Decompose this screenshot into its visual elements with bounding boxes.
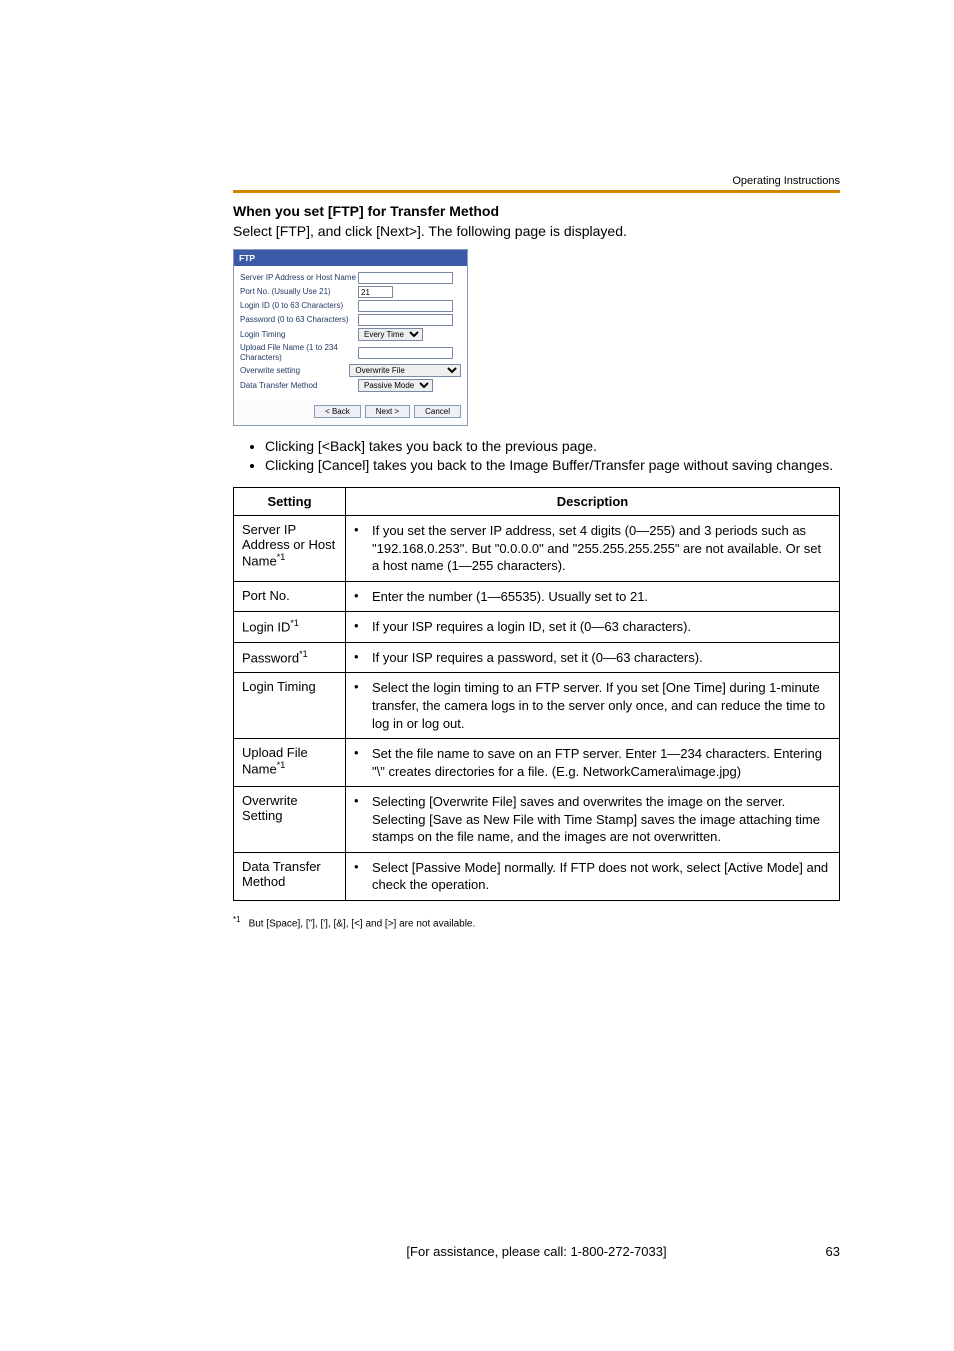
- footnote-ref: *1: [277, 760, 286, 770]
- setting-desc-cell: •If your ISP requires a login ID, set it…: [346, 612, 840, 643]
- ftp-field-row: Overwrite settingOverwrite File: [240, 364, 461, 377]
- footnote-marker: *1: [233, 915, 241, 924]
- ftp-field-label: Overwrite setting: [240, 366, 349, 376]
- bullet-icon: •: [354, 793, 372, 846]
- setting-name-cell: Login Timing: [234, 673, 346, 739]
- setting-desc-text: If you set the server IP address, set 4 …: [372, 522, 831, 575]
- footer-assistance: [For assistance, please call: 1-800-272-…: [406, 1244, 666, 1259]
- ftp-field-label: Data Transfer Method: [240, 381, 358, 391]
- table-header-setting: Setting: [234, 488, 346, 516]
- next-button[interactable]: Next >: [365, 405, 410, 418]
- bullet-icon: •: [354, 679, 372, 732]
- table-header-description: Description: [346, 488, 840, 516]
- bullet-icon: •: [354, 649, 372, 667]
- section-heading: When you set [FTP] for Transfer Method: [233, 203, 840, 219]
- note-item: Clicking [<Back] takes you back to the p…: [265, 438, 840, 454]
- setting-name-cell: Port No.: [234, 581, 346, 612]
- footnote: *1 But [Space], ["], ['], [&], [<] and [>…: [233, 915, 840, 929]
- panel-body: Server IP Address or Host Name Port No. (…: [234, 266, 467, 400]
- setting-desc-cell: •Enter the number (1—65535). Usually set…: [346, 581, 840, 612]
- table-row: Password*1•If your ISP requires a passwo…: [234, 642, 840, 673]
- setting-desc-text: If your ISP requires a login ID, set it …: [372, 618, 831, 636]
- table-row: Server IP Address or Host Name*1•If you …: [234, 516, 840, 582]
- footnote-ref: *1: [277, 552, 286, 562]
- bullet-icon: •: [354, 588, 372, 606]
- setting-desc-cell: •Select [Passive Mode] normally. If FTP …: [346, 852, 840, 900]
- setting-desc-cell: •Select the login timing to an FTP serve…: [346, 673, 840, 739]
- table-row: Login ID*1•If your ISP requires a login …: [234, 612, 840, 643]
- running-header: Operating Instructions: [732, 175, 840, 187]
- setting-name-cell: Data Transfer Method: [234, 852, 346, 900]
- ftp-field-label: Upload File Name (1 to 234 Characters): [240, 343, 358, 362]
- footnote-text: But [Space], ["], ['], [&], [<] and [>] …: [249, 918, 476, 929]
- notes-list: Clicking [<Back] takes you back to the p…: [233, 438, 840, 473]
- ftp-field-row: Upload File Name (1 to 234 Characters): [240, 343, 461, 362]
- ftp-select[interactable]: Every Time: [358, 328, 423, 341]
- setting-desc-cell: •If you set the server IP address, set 4…: [346, 516, 840, 582]
- ftp-input[interactable]: [358, 347, 453, 359]
- footnote-ref: *1: [299, 649, 308, 659]
- ftp-input[interactable]: [358, 272, 453, 284]
- ftp-field-row: Data Transfer MethodPassive Mode: [240, 379, 461, 392]
- setting-name-cell: Server IP Address or Host Name*1: [234, 516, 346, 582]
- ftp-input[interactable]: [358, 300, 453, 312]
- panel-button-row: < Back Next > Cancel: [234, 400, 467, 425]
- ftp-field-label: Port No. (Usually Use 21): [240, 287, 358, 297]
- ftp-field-label: Login ID (0 to 63 Characters): [240, 301, 358, 311]
- ftp-select[interactable]: Passive Mode: [358, 379, 433, 392]
- bullet-icon: •: [354, 522, 372, 575]
- table-row: Port No.•Enter the number (1—65535). Usu…: [234, 581, 840, 612]
- bullet-icon: •: [354, 618, 372, 636]
- setting-name-cell: Password*1: [234, 642, 346, 673]
- ftp-field-row: Port No. (Usually Use 21): [240, 286, 461, 298]
- section-lead: Select [FTP], and click [Next>]. The fol…: [233, 223, 840, 239]
- ftp-field-label: Password (0 to 63 Characters): [240, 315, 358, 325]
- setting-desc-text: Select [Passive Mode] normally. If FTP d…: [372, 859, 831, 894]
- setting-desc-text: Enter the number (1—65535). Usually set …: [372, 588, 831, 606]
- document-page: Operating Instructions When you set [FTP…: [0, 0, 954, 1351]
- ftp-field-label: Server IP Address or Host Name: [240, 273, 358, 283]
- ftp-input[interactable]: [358, 286, 393, 298]
- setting-desc-text: Selecting [Overwrite File] saves and ove…: [372, 793, 831, 846]
- setting-name-cell: Login ID*1: [234, 612, 346, 643]
- setting-desc-text: Select the login timing to an FTP server…: [372, 679, 831, 732]
- panel-title: FTP: [234, 250, 467, 266]
- ftp-input[interactable]: [358, 314, 453, 326]
- page-footer: [For assistance, please call: 1-800-272-…: [233, 1244, 840, 1259]
- setting-desc-text: Set the file name to save on an FTP serv…: [372, 745, 831, 780]
- ftp-field-row: Server IP Address or Host Name: [240, 272, 461, 284]
- back-button[interactable]: < Back: [314, 405, 361, 418]
- page-number: 63: [826, 1244, 840, 1259]
- ftp-field-row: Password (0 to 63 Characters): [240, 314, 461, 326]
- bullet-icon: •: [354, 745, 372, 780]
- settings-table: Setting Description Server IP Address or…: [233, 487, 840, 901]
- header-divider: [233, 190, 840, 193]
- page-content: When you set [FTP] for Transfer Method S…: [233, 203, 840, 929]
- ftp-select[interactable]: Overwrite File: [349, 364, 461, 377]
- table-row: Data Transfer Method•Select [Passive Mod…: [234, 852, 840, 900]
- note-item: Clicking [Cancel] takes you back to the …: [265, 457, 840, 473]
- table-row: Login Timing•Select the login timing to …: [234, 673, 840, 739]
- setting-name-cell: Overwrite Setting: [234, 787, 346, 853]
- setting-desc-text: If your ISP requires a password, set it …: [372, 649, 831, 667]
- setting-desc-cell: •Set the file name to save on an FTP ser…: [346, 739, 840, 787]
- ftp-field-label: Login Timing: [240, 330, 358, 340]
- ftp-field-row: Login ID (0 to 63 Characters): [240, 300, 461, 312]
- bullet-icon: •: [354, 859, 372, 894]
- ftp-settings-panel: FTP Server IP Address or Host Name Port N…: [233, 249, 468, 426]
- setting-desc-cell: •Selecting [Overwrite File] saves and ov…: [346, 787, 840, 853]
- ftp-field-row: Login TimingEvery Time: [240, 328, 461, 341]
- table-row: Upload File Name*1•Set the file name to …: [234, 739, 840, 787]
- cancel-button[interactable]: Cancel: [414, 405, 461, 418]
- table-row: Overwrite Setting•Selecting [Overwrite F…: [234, 787, 840, 853]
- setting-desc-cell: •If your ISP requires a password, set it…: [346, 642, 840, 673]
- footnote-ref: *1: [290, 618, 299, 628]
- setting-name-cell: Upload File Name*1: [234, 739, 346, 787]
